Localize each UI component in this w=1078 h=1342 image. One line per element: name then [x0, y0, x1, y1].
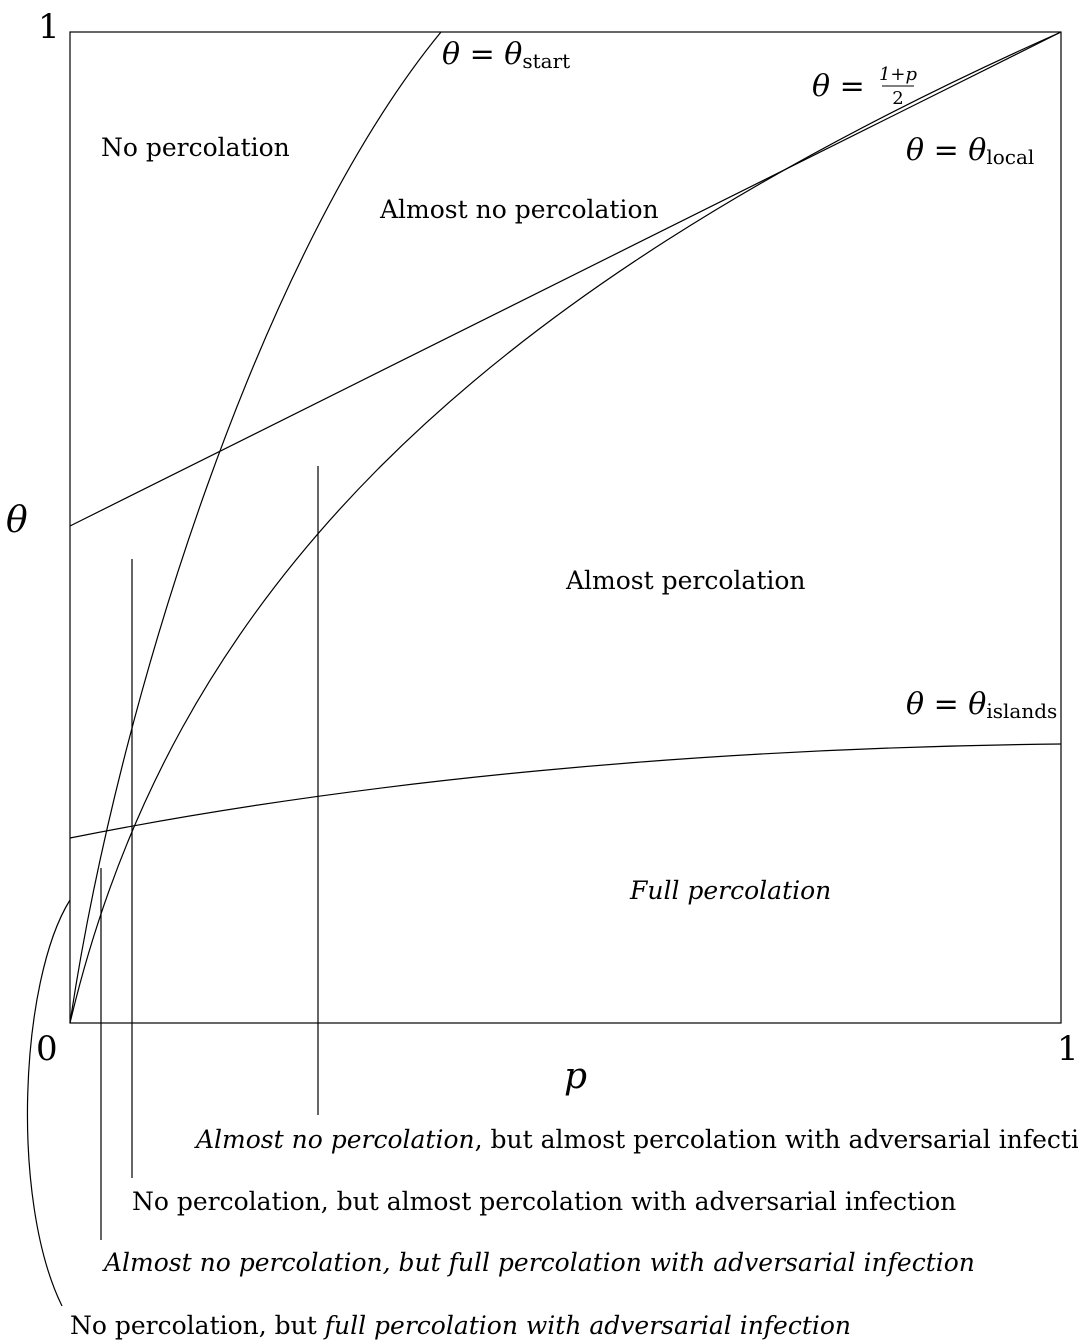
curve-one-plus-p-over-two [69, 31, 1062, 527]
marker-arc-4 [26, 899, 71, 1307]
annotation-1: Almost no percolation, but almost percol… [194, 1125, 1078, 1154]
svg-text:1+p: 1+p [879, 64, 918, 85]
y-axis-label: θ [6, 500, 28, 541]
region-almost-percolation: Almost percolation [565, 566, 806, 595]
annotation-4: No percolation, but full percolation wit… [70, 1311, 851, 1340]
region-no-percolation: No percolation [101, 133, 290, 162]
region-almost-no-percolation: Almost no percolation [379, 195, 659, 224]
svg-text:θ =: θ = [812, 69, 865, 104]
label-theta-islands: θ = θislands [906, 687, 1057, 723]
svg-text:2: 2 [892, 88, 903, 109]
region-full-percolation: Full percolation [629, 876, 831, 905]
origin-tick: 0 [36, 1029, 58, 1069]
label-theta-local: θ = θlocal [906, 133, 1034, 169]
annotation-2: No percolation, but almost percolation w… [132, 1187, 956, 1216]
curve-theta-start [69, 31, 442, 1024]
curve-theta-local [69, 31, 1062, 1024]
label-one-plus-p-over-two: θ = 1+p 2 [812, 64, 918, 109]
x-axis-label: p [564, 1056, 587, 1097]
plot-frame [69, 31, 1062, 1024]
y-axis-top-tick: 1 [38, 7, 60, 47]
x-axis-right-tick: 1 [1057, 1029, 1078, 1069]
label-theta-start: θ = θstart [442, 37, 570, 73]
curve-theta-islands [69, 743, 1062, 839]
annotation-3: Almost no percolation, but full percolat… [102, 1248, 975, 1277]
